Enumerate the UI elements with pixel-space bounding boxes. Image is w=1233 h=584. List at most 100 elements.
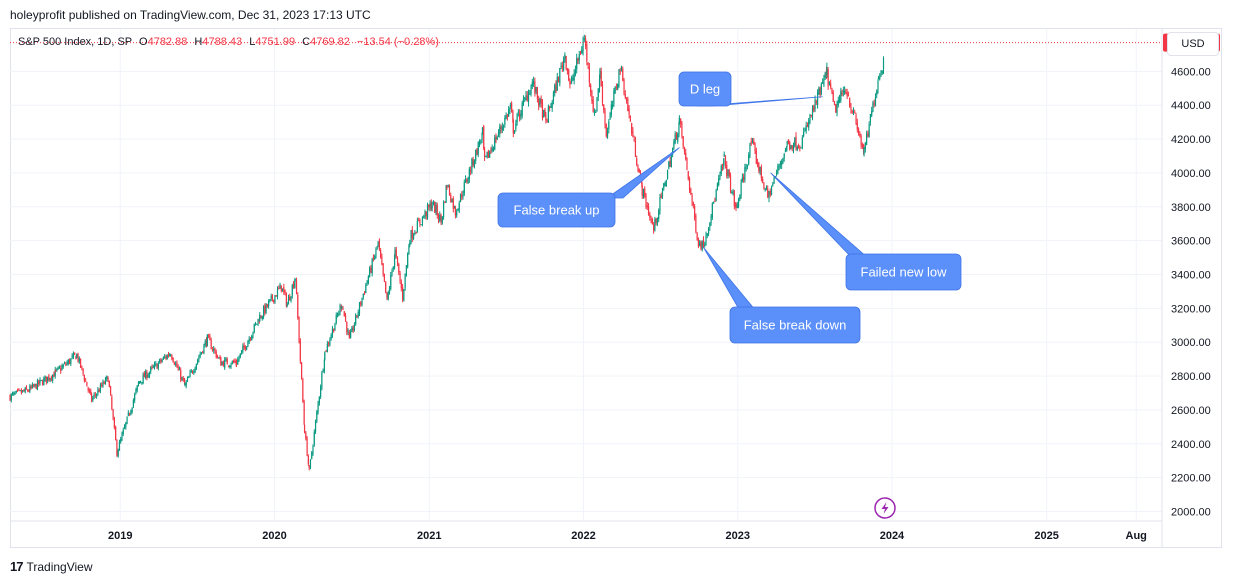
candle-body [113,418,115,428]
candle-body [177,366,179,370]
candle-body [554,85,556,94]
candle-body [782,158,784,163]
candle-body [650,218,652,220]
candle-body [313,431,315,445]
candle-body [486,151,488,157]
candle-body [202,351,204,353]
candle-body [297,295,299,318]
candle-body [43,378,45,385]
candle-body [483,149,486,157]
candle-body [112,409,114,419]
candle-body [57,367,59,369]
candle-body [235,362,238,365]
candle-body [764,189,766,191]
candle-body [606,131,609,138]
candle-body [800,147,802,149]
candle-body [494,137,496,150]
candle-body [799,147,801,149]
candle-body [351,327,353,333]
candle-body [178,369,181,371]
candle-body [365,284,367,294]
candle-body [584,38,587,46]
candle-body [77,353,79,362]
candle-body [481,132,483,141]
candle-body [125,422,127,428]
candle-body [520,113,522,117]
candle-body [20,390,23,394]
candle-body [412,234,415,239]
candle-body [577,57,579,62]
candle-body [565,56,567,69]
candle-body [581,49,583,54]
lightning-icon[interactable] [874,497,896,519]
candle-body [56,368,58,371]
candle-body [195,363,197,370]
candle-body [480,141,482,143]
candle-body [387,292,389,300]
candle-body [813,106,815,111]
candle-body [270,296,272,299]
candle-body [638,169,640,173]
candle-body [769,190,771,195]
candle-body [583,38,585,40]
candle-body [115,426,117,441]
candle-body [701,240,703,250]
candle-body [442,202,445,218]
candle-body [707,228,710,234]
tradingview-logo[interactable]: 17 TradingView [10,559,93,574]
candle-body [826,67,828,75]
candle-body [490,150,492,152]
candle-body [28,391,30,393]
candle-body [68,359,71,364]
candle-body [308,465,310,469]
candle-body [357,312,359,317]
candle-body [765,187,768,190]
candle-body [239,353,241,358]
candle-body [300,362,303,379]
candle-body [394,250,396,258]
candle-body [835,104,837,113]
candle-body [400,282,402,289]
candle-body [587,62,589,65]
candle-body [678,117,680,124]
candle-body [353,324,356,331]
candle-body [120,438,122,443]
candle-body [218,357,220,359]
candle-body [160,359,162,362]
candle-body [291,285,293,296]
candle-body [61,366,63,370]
candle-body [268,301,270,307]
candle-body [473,160,476,167]
candle-body [699,242,701,246]
candle-body [191,371,194,373]
candle-body [420,224,422,226]
candle-body [39,379,41,384]
y-tick-label: 2200.00 [1171,473,1211,485]
candle-body [525,95,527,99]
high-value: 4788.43 [202,36,243,48]
candle-body [723,158,725,167]
candle-body [188,377,190,379]
candle-body [213,348,215,351]
candle-body [727,171,729,176]
candle-body [810,114,812,116]
candle-body [543,109,545,118]
candle-body [280,285,282,291]
currency-button[interactable]: USD [1167,32,1219,56]
candle-body [131,407,133,413]
candle-body [483,126,485,149]
candle-body [857,128,860,135]
candle-body [176,362,178,368]
candle-body [205,339,208,346]
candle-body [756,161,759,165]
chart-frame[interactable] [10,28,1222,548]
candle-body [462,194,464,196]
candle-body [718,178,720,185]
candle-body [808,120,810,128]
candle-body [529,93,531,95]
candle-body [536,87,539,99]
candle-body [324,351,326,360]
close-label: C [302,36,311,48]
candle-body [601,84,604,103]
